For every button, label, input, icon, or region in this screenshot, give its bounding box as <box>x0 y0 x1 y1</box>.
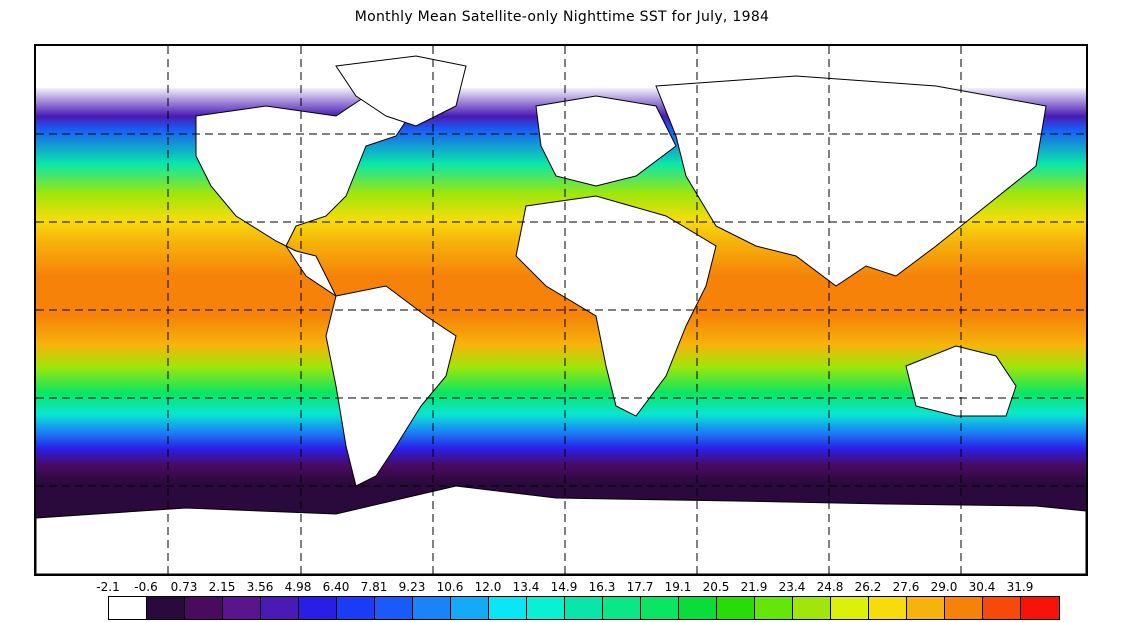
colorbar-tick-label: 0.73 <box>170 580 198 594</box>
colorbar-tick-label: -0.6 <box>134 580 158 594</box>
graticule <box>36 46 1086 574</box>
colorbar-swatch <box>717 597 755 619</box>
colorbar-tick-label: 31.9 <box>1006 580 1034 594</box>
colorbar-tick-label: 13.4 <box>512 580 540 594</box>
colorbar-tick-label: 24.8 <box>816 580 844 594</box>
colorbar-swatch <box>109 597 147 619</box>
colorbar-swatch <box>945 597 983 619</box>
colorbar-swatch <box>869 597 907 619</box>
colorbar-tick-label: 23.4 <box>778 580 806 594</box>
colorbar-tick-label: 2.15 <box>208 580 236 594</box>
colorbar-tick-label: 14.9 <box>550 580 578 594</box>
colorbar-swatch <box>223 597 261 619</box>
sst-map-svg <box>36 46 1086 574</box>
colorbar-tick-label: 10.6 <box>436 580 464 594</box>
colorbar-tick-label: 6.40 <box>322 580 350 594</box>
colorbar-swatch <box>565 597 603 619</box>
colorbar-swatch <box>299 597 337 619</box>
colorbar-tick-label: 16.3 <box>588 580 616 594</box>
colorbar <box>108 596 1060 620</box>
colorbar-swatch <box>185 597 223 619</box>
colorbar-swatch <box>527 597 565 619</box>
antarctica <box>36 485 1086 574</box>
colorbar-swatch <box>413 597 451 619</box>
colorbar-swatch <box>603 597 641 619</box>
colorbar-swatch <box>679 597 717 619</box>
colorbar-swatch <box>451 597 489 619</box>
colorbar-tick-label: 7.81 <box>360 580 388 594</box>
europe <box>535 95 677 187</box>
colorbar-swatch <box>489 597 527 619</box>
colorbar-tick-label: 29.0 <box>930 580 958 594</box>
colorbar-swatch <box>641 597 679 619</box>
colorbar-tick-label: 12.0 <box>474 580 502 594</box>
colorbar-swatch <box>375 597 413 619</box>
sst-map <box>34 44 1088 576</box>
colorbar-tick-label: 30.4 <box>968 580 996 594</box>
colorbar-swatch <box>907 597 945 619</box>
colorbar-tick-label: 27.6 <box>892 580 920 594</box>
colorbar-tick-label: 19.1 <box>664 580 692 594</box>
colorbar-labels: -2.1 -0.6 0.73 2.15 3.56 4.98 6.40 7.81 9.23 10.6… <box>0 580 1124 594</box>
colorbar-tick-label: 4.98 <box>284 580 312 594</box>
asia <box>655 75 1047 287</box>
colorbar-swatch <box>983 597 1021 619</box>
colorbar-swatch <box>831 597 869 619</box>
map-title: Monthly Mean Satellite-only Nighttime SS… <box>354 9 770 25</box>
colorbar-swatch <box>337 597 375 619</box>
colorbar-tick-label: 26.2 <box>854 580 882 594</box>
colorbar-tick-label: 17.7 <box>626 580 654 594</box>
colorbar-tick-label: 20.5 <box>702 580 730 594</box>
colorbar-swatch <box>755 597 793 619</box>
colorbar-tick-label: 21.9 <box>740 580 768 594</box>
colorbar-swatch <box>1021 597 1059 619</box>
colorbar-swatch <box>793 597 831 619</box>
colorbar-swatch <box>261 597 299 619</box>
africa <box>515 195 717 417</box>
colorbar-swatch <box>147 597 185 619</box>
colorbar-tick-label: 9.23 <box>398 580 426 594</box>
south-america <box>325 285 457 487</box>
colorbar-tick-label: -2.1 <box>96 580 120 594</box>
colorbar-tick-label: 3.56 <box>246 580 274 594</box>
landmasses <box>36 55 1086 574</box>
